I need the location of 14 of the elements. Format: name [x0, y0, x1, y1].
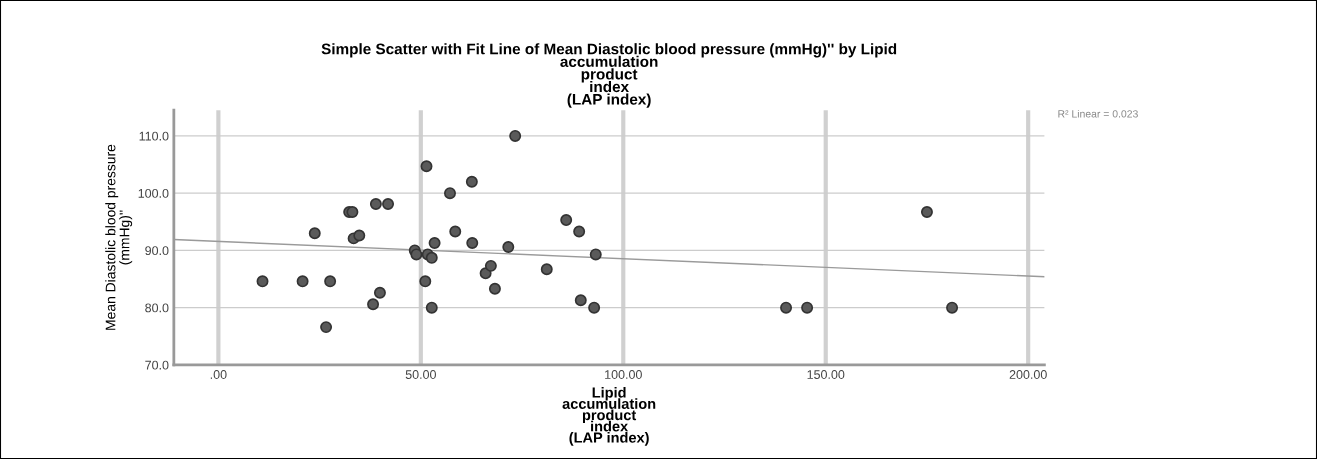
y-tick-label: 80.0 — [145, 303, 169, 313]
text: R² Linear = 0.023 — [1058, 109, 1138, 118]
x-tick-label: 200.00 — [1009, 370, 1047, 379]
y-tick-label: 70.0 — [145, 360, 169, 370]
chart-title: Simple Scatter with Fit Line of Mean Diastolic blood pressure (mmHg)'' by Lipid accumulation product index (LAP index) — [321, 43, 897, 108]
y-axis-title: Mean Diastolic blood pressure (mmHg)'' — [105, 144, 133, 330]
x-tick-label: 50.00 — [405, 370, 436, 379]
x-tick-label: 100.00 — [605, 370, 642, 379]
x-tick-label: .00 — [210, 370, 227, 379]
y-tick-label: 90.0 — [145, 246, 169, 256]
x-axis-title: Lipid accumulation product index (LAP index) — [562, 386, 656, 446]
x-tick-label: 150.00 — [807, 370, 845, 379]
y-tick-label: 100.0 — [138, 188, 169, 198]
y-tick-label: 110.0 — [139, 131, 169, 141]
